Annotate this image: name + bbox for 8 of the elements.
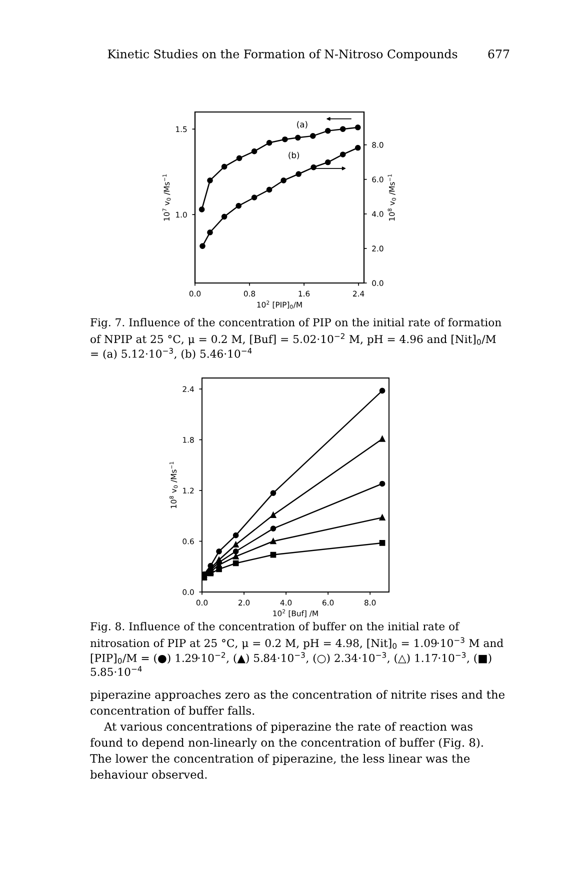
text: piperazine approaches zero as the concentration of nitrite rises and the concentration of buffer falls. [90,690,504,715]
annotation: (b) [288,152,300,160]
text: At various concentrations of piperazine the rate of reaction was found to depend non-linearly on the concentration of buffer (Fig. 8). The lower the concentration of piperazine, the less linear was the behaviour observed. [90,722,483,779]
annotation: (a) [297,121,308,128]
text: Kinetic Studies on the Formation of N-Nitroso Compounds [108,49,458,61]
text: 677 [488,49,510,58]
text: Fig. 7. Influence of the concentration of PIP on the initial rate of formation of NPIP at 25 °C, μ = 0.2 M, [Buf] = 5.02·10$^{−2}$ M, pH = 4.96 and [Nit]$_{0}$/M = (a) 5.12·10$^{−3}$, (b) 5.46·10$^{−4}$ [90,318,502,360]
text: Fig. 8. Influence of the concentration of buffer on the initial rate of nitrosation of PIP at 25 °C, μ = 0.2 M, pH = 4.98, [Nit]$_{0}$ = 1.09·10$^{−3}$ M and [PIP]$_{0}$/M = (●) 1.29·10$^{−2}$, (▲) 5.84·10$^{−3}$, (○) 2.34·10$^{−3}$, (△) 1.17·10$^{−3}$, (■) 5.85·10$^{−4}$ [90,622,504,676]
